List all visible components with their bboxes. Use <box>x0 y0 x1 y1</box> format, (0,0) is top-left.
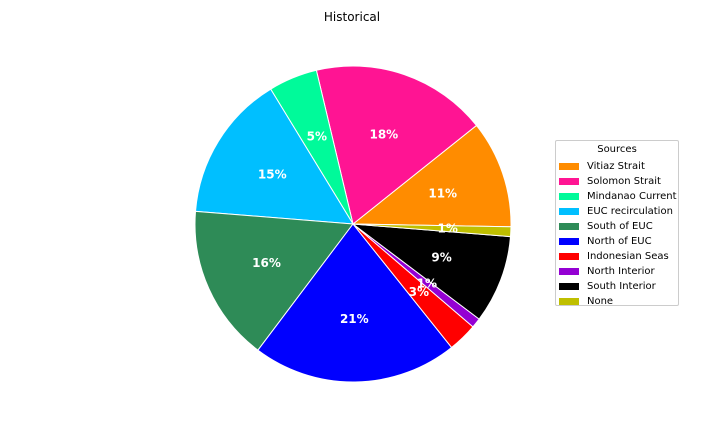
legend-item-north-of-euc: North of EUC <box>559 234 675 249</box>
pie-slice-north-of-euc <box>257 223 453 383</box>
pie-slice-solomon-strait <box>315 65 478 225</box>
legend-item-solomon-strait: Solomon Strait <box>559 174 675 189</box>
legend-item-north-interior: North Interior <box>559 264 675 279</box>
legend-swatch <box>559 193 579 200</box>
legend-swatch <box>559 208 579 215</box>
pie-slice-south-of-euc <box>194 210 354 351</box>
legend-item-south-of-euc: South of EUC <box>559 219 675 234</box>
legend-label: South Interior <box>587 281 656 292</box>
legend-label: North Interior <box>587 266 655 277</box>
legend-label: None <box>587 296 614 307</box>
legend-item-none: None <box>559 294 675 309</box>
pie-label-north-of-euc: 21% <box>340 312 369 326</box>
legend-label: Solomon Strait <box>587 176 661 187</box>
pie-label-vitiaz-strait: 11% <box>428 186 457 200</box>
legend-swatch <box>559 223 579 230</box>
legend-swatch <box>559 238 579 245</box>
legend-label: South of EUC <box>587 221 653 232</box>
legend-item-mindanao-current: Mindanao Current <box>559 189 677 204</box>
pie-label-indonesian-seas: 3% <box>409 285 429 299</box>
chart-title: Historical <box>324 10 380 24</box>
legend-label: Vitiaz Strait <box>587 161 645 172</box>
pie-slice-euc-recirculation <box>194 88 354 225</box>
legend-swatch <box>559 283 579 290</box>
legend-item-south-interior: South Interior <box>559 279 675 294</box>
legend-items: Vitiaz Strait Solomon Strait Mindanao Curr… <box>559 159 677 309</box>
legend-item-vitiaz-strait: Vitiaz Strait <box>559 159 675 174</box>
legend-swatch <box>559 163 579 170</box>
legend-label: North of EUC <box>587 236 652 247</box>
pie-labels: 11%18%5%15%16%21%3%1%9%1% <box>252 127 458 325</box>
legend-label: Mindanao Current <box>587 191 677 202</box>
pie-slice-south-interior <box>351 223 512 320</box>
pie-label-mindanao-current: 5% <box>307 129 327 143</box>
legend-title: Sources <box>597 144 637 155</box>
legend-item-euc-recirculation: EUC recirculation <box>559 204 675 219</box>
legend-swatch <box>559 268 579 275</box>
legend-swatch <box>559 253 579 260</box>
pie-label-none: 1% <box>438 222 458 236</box>
legend-swatch <box>559 178 579 185</box>
pie-slice-vitiaz-strait <box>351 124 512 228</box>
pie-label-north-interior: 1% <box>417 276 437 290</box>
legend-label: EUC recirculation <box>587 206 673 217</box>
pie-slice-none <box>352 223 512 238</box>
legend-item-indonesian-seas: Indonesian Seas <box>559 249 675 264</box>
pie-label-south-interior: 9% <box>431 251 451 265</box>
pie-label-solomon-strait: 18% <box>369 127 398 141</box>
legend-label: Indonesian Seas <box>587 251 669 262</box>
pie-slices <box>194 65 512 383</box>
pie-label-euc-recirculation: 15% <box>258 167 287 181</box>
legend-swatch <box>559 298 579 305</box>
pie-label-south-of-euc: 16% <box>252 256 281 270</box>
legend: Sources Vitiaz Strait Solomon Strait Minda… <box>555 140 679 309</box>
